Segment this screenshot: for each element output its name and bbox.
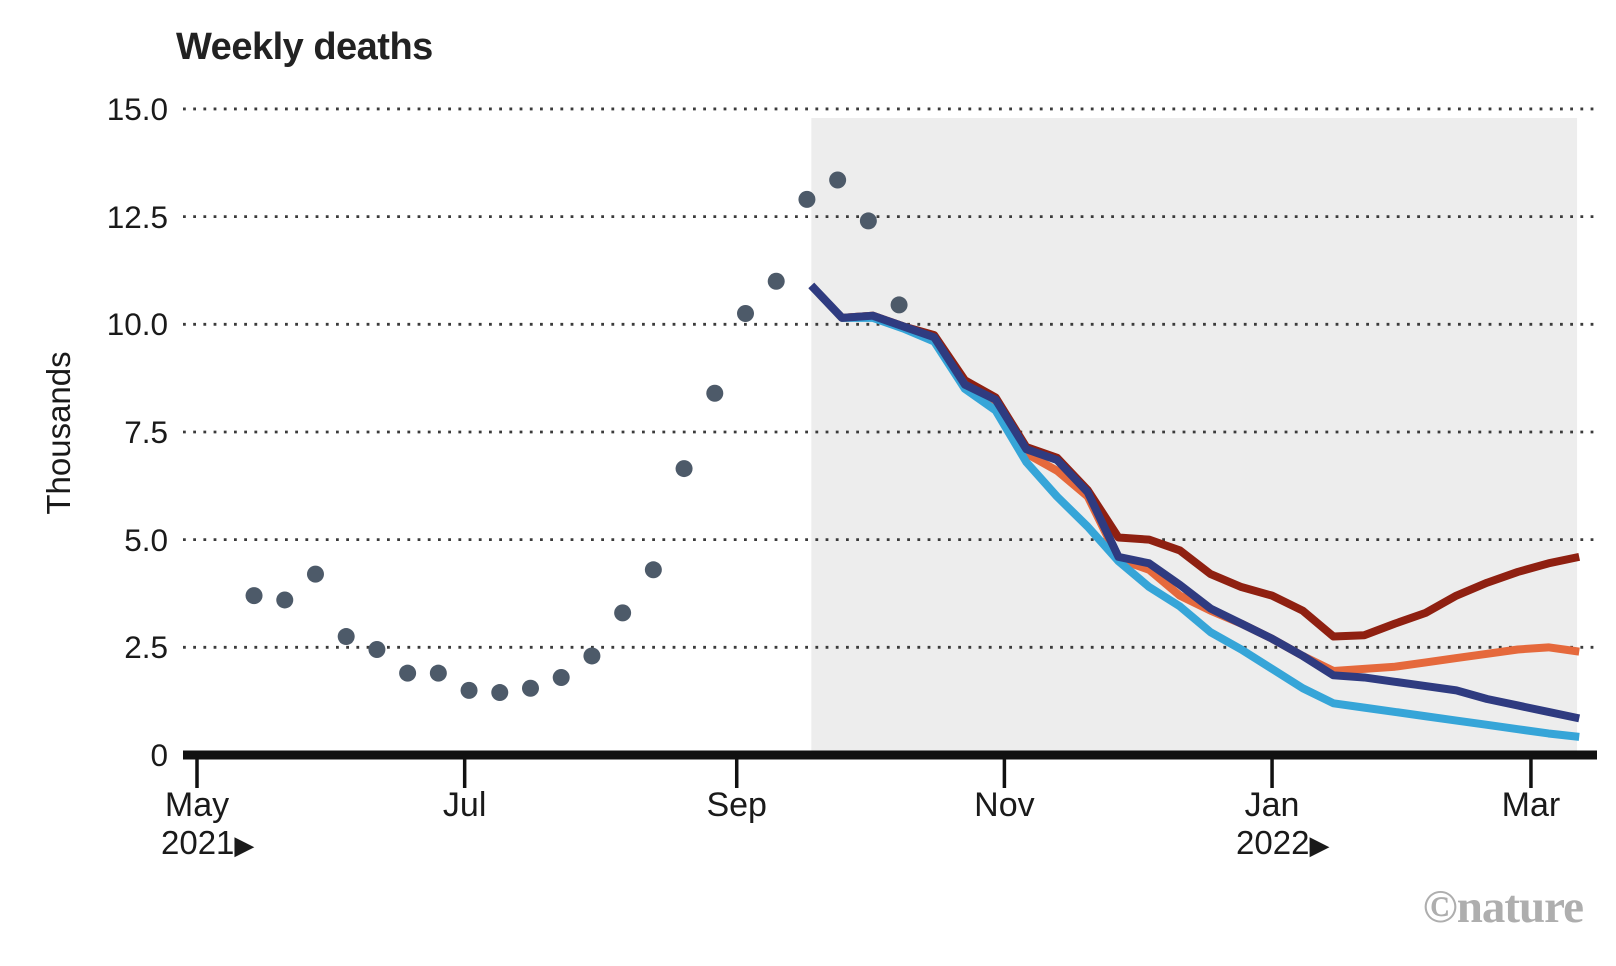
y-tick-label-5.0: 5.0: [124, 521, 168, 558]
year-marker-2022: 2022▶: [1236, 824, 1329, 862]
observed-dot: [614, 604, 632, 622]
year-label-2021: 2021: [161, 824, 235, 861]
observed-dot: [706, 384, 724, 402]
observed-dot: [675, 460, 693, 478]
observed-dot: [306, 565, 324, 583]
observed-dot: [429, 664, 447, 682]
observed-dot: [245, 587, 263, 605]
x-tick-label-Jan: Jan: [1244, 786, 1300, 824]
observed-dot: [798, 190, 816, 208]
observed-dot: [337, 628, 355, 646]
x-tick-label-Mar: Mar: [1501, 786, 1561, 824]
y-tick-label-0: 0: [150, 737, 168, 773]
observed-dot: [521, 679, 539, 697]
y-tick-label-15.0: 15.0: [106, 90, 168, 127]
y-tick-label-2.5: 2.5: [124, 629, 168, 666]
chart-title: Weekly deaths: [176, 26, 433, 68]
observed-dot: [399, 664, 417, 682]
y-tick-label-12.5: 12.5: [106, 198, 168, 235]
observed-dot: [767, 272, 785, 290]
observed-dot: [460, 681, 478, 699]
observed-dot: [859, 212, 877, 230]
x-tick-label-Nov: Nov: [974, 786, 1035, 824]
observed-dot: [552, 668, 570, 686]
observed-dot: [276, 591, 294, 609]
y-tick-label-7.5: 7.5: [124, 413, 168, 450]
observed-dot: [890, 296, 908, 314]
nature-watermark: ©nature: [1422, 881, 1584, 933]
observed-dot: [491, 684, 509, 702]
year-arrow-icon: ▶: [1309, 830, 1330, 860]
x-axis-line: [183, 750, 1597, 760]
x-tick-label-Sep: Sep: [706, 786, 767, 824]
projection-navy: [808, 282, 1581, 723]
y-tick-label-10.0: 10.0: [106, 306, 168, 343]
observed-dot: [737, 305, 754, 323]
x-tick-label-May: May: [164, 786, 230, 824]
x-tick-label-Jul: Jul: [442, 786, 487, 824]
year-arrow-icon: ▶: [234, 830, 255, 860]
observed-dot: [644, 561, 662, 579]
year-marker-2021: 2021▶: [161, 824, 254, 862]
observed-dot: [829, 171, 847, 189]
year-label-2022: 2022: [1236, 824, 1310, 861]
projection-shaded-region: [811, 118, 1578, 755]
observed-dot: [583, 647, 601, 665]
observed-dot: [368, 640, 386, 658]
